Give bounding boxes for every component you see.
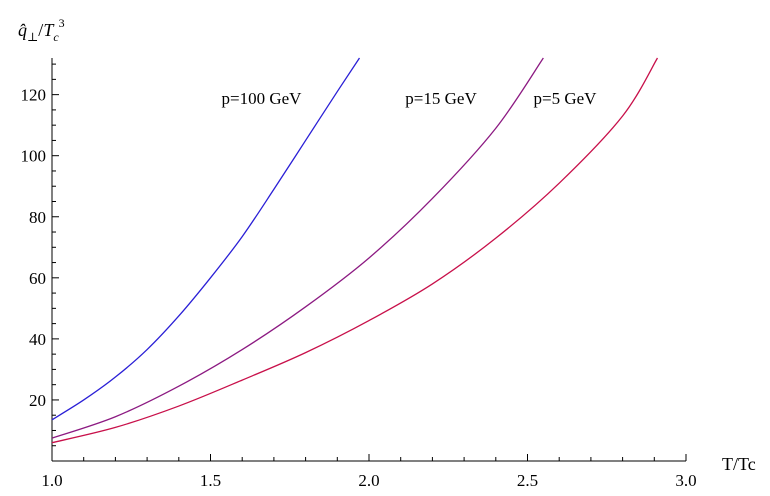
y-axis-title-T: T xyxy=(43,20,55,40)
series-line xyxy=(51,57,659,444)
x-tick-label: 2.0 xyxy=(358,471,379,490)
y-tick-label: 20 xyxy=(29,391,46,410)
series-line xyxy=(51,57,361,421)
y-axis-title-c: c xyxy=(53,30,59,44)
series-label: p=15 GeV xyxy=(405,89,477,108)
x-tick-label: 2.5 xyxy=(517,471,538,490)
series-label: p=100 GeV xyxy=(222,89,303,108)
y-axis-title-slash: / xyxy=(38,20,43,40)
y-tick-label: 60 xyxy=(29,269,46,288)
y-tick-label: 120 xyxy=(21,86,47,105)
y-axis-title-q: q̂ xyxy=(18,20,27,40)
y-axis-title: q̂⊥/Tc3 xyxy=(18,16,65,44)
x-axis-title: T/Tc xyxy=(722,454,756,474)
y-tick-label: 40 xyxy=(29,330,46,349)
axes: 1.0 1.5 2.0 2.5 3.0 20 40 60 80 100 120 xyxy=(21,58,697,490)
series-labels: p=100 GeV p=15 GeV p=5 GeV xyxy=(222,89,598,108)
y-tick-label: 100 xyxy=(21,147,47,166)
series-line xyxy=(51,57,544,439)
series-lines xyxy=(51,57,659,444)
y-tick-label: 80 xyxy=(29,208,46,227)
x-tick-label: 1.5 xyxy=(200,471,221,490)
y-axis-title-exp: 3 xyxy=(59,16,65,30)
x-tick-label: 1.0 xyxy=(41,471,62,490)
y-axis-title-sub: ⊥ xyxy=(27,30,38,44)
x-tick-label: 3.0 xyxy=(675,471,696,490)
series-label: p=5 GeV xyxy=(534,89,598,108)
